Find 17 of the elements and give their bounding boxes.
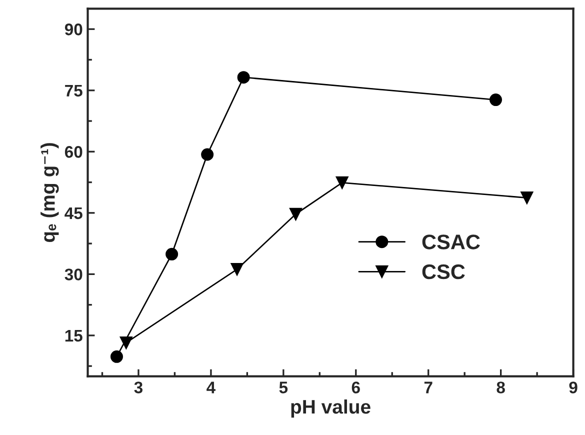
y-axis-title: qₑ (mg g⁻¹)	[40, 143, 59, 242]
y-tick-label: 45	[64, 207, 82, 220]
y-tick-label: 30	[64, 268, 82, 280]
x-tick-label: 7	[424, 382, 432, 394]
x-tick-label: 5	[279, 382, 288, 394]
x-tick-label: 4	[206, 382, 216, 394]
y-tick-label: 75	[65, 84, 82, 97]
x-tick-label: 6	[352, 382, 360, 394]
x-tick-label: 9	[569, 382, 578, 394]
legend-label: CSC	[422, 264, 465, 280]
x-tick-label: 3	[134, 382, 143, 394]
x-axis-title: pH value	[291, 399, 370, 418]
y-tick-label: 90	[64, 24, 82, 36]
x-tick-label: 8	[496, 382, 505, 394]
y-tick-label: 15	[65, 330, 82, 342]
y-tick-label: 60	[64, 146, 82, 158]
legend-label: CSAC	[422, 234, 480, 250]
